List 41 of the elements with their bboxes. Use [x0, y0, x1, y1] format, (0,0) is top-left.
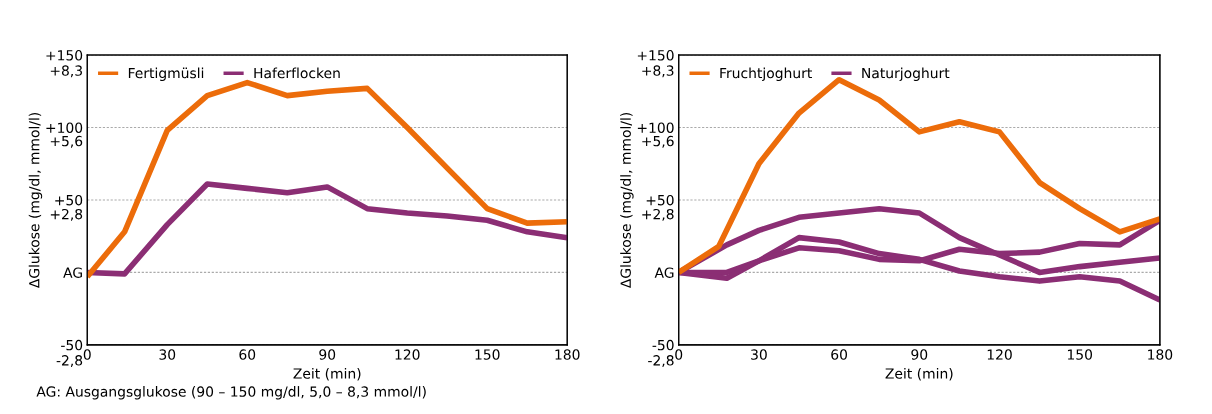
y-tick-label: +50 [646, 194, 674, 206]
x-axis-title: Zeit (min) [885, 368, 953, 381]
x-tick-label: 60 [239, 349, 256, 360]
x-tick-label: 90 [911, 349, 928, 360]
y2-tick-label: +5,6 [50, 135, 83, 148]
y-tick-label: +100 [46, 122, 83, 133]
x-axis-title: Zeit (min) [293, 368, 361, 381]
x-tick-label: 150 [1067, 349, 1093, 360]
y-tick-label: -50 [61, 339, 83, 351]
y-tick-label: +50 [55, 194, 83, 206]
x-tick-label: 0 [675, 349, 683, 360]
x-tick-label: 60 [831, 349, 848, 360]
legend-label: Naturjoghurt [862, 67, 950, 81]
text: AG: Ausgangsglukose (90 – 150 mg/dl, 5,0 – 8,3 mmol/l) [36, 386, 426, 400]
x-tick-label: 30 [159, 349, 176, 360]
y2-tick-label: +5,6 [642, 135, 674, 148]
x-tick-label: 30 [751, 349, 767, 360]
x-tick-label: 180 [1148, 349, 1173, 360]
y2-tick-label: -2,8 [648, 355, 674, 368]
y-tick-label: AG [654, 267, 674, 278]
y-tick-label: +100 [637, 122, 674, 133]
x-tick-label: 150 [475, 349, 500, 360]
y-tick-label: -50 [652, 339, 674, 351]
y2-tick-label: +2,8 [642, 208, 674, 221]
y2-tick-label: -2,8 [56, 355, 83, 368]
x-tick-label: 120 [395, 349, 420, 360]
y2-tick-label: +8,3 [50, 65, 82, 78]
y-axis-title: ΔGlukose (mg/dl, mmol/l) [620, 112, 634, 289]
y2-tick-label: +8,3 [642, 65, 674, 78]
legend-label: Fruchtjoghurt [720, 67, 812, 81]
y-axis-title: ΔGlukose (mg/dl, mmol/l) [28, 112, 43, 289]
x-tick-label: 0 [83, 349, 91, 360]
y-tick-label: AG [63, 267, 82, 278]
y-tick-label: +150 [46, 50, 83, 61]
x-tick-label: 180 [555, 349, 580, 360]
y-tick-label: +150 [637, 50, 674, 61]
legend-label: Haferflocken [254, 67, 340, 79]
x-tick-label: 90 [319, 349, 336, 360]
y2-tick-label: +2,8 [50, 208, 83, 221]
legend-label: Fertigmüsli [128, 67, 204, 81]
x-tick-label: 120 [987, 349, 1012, 360]
